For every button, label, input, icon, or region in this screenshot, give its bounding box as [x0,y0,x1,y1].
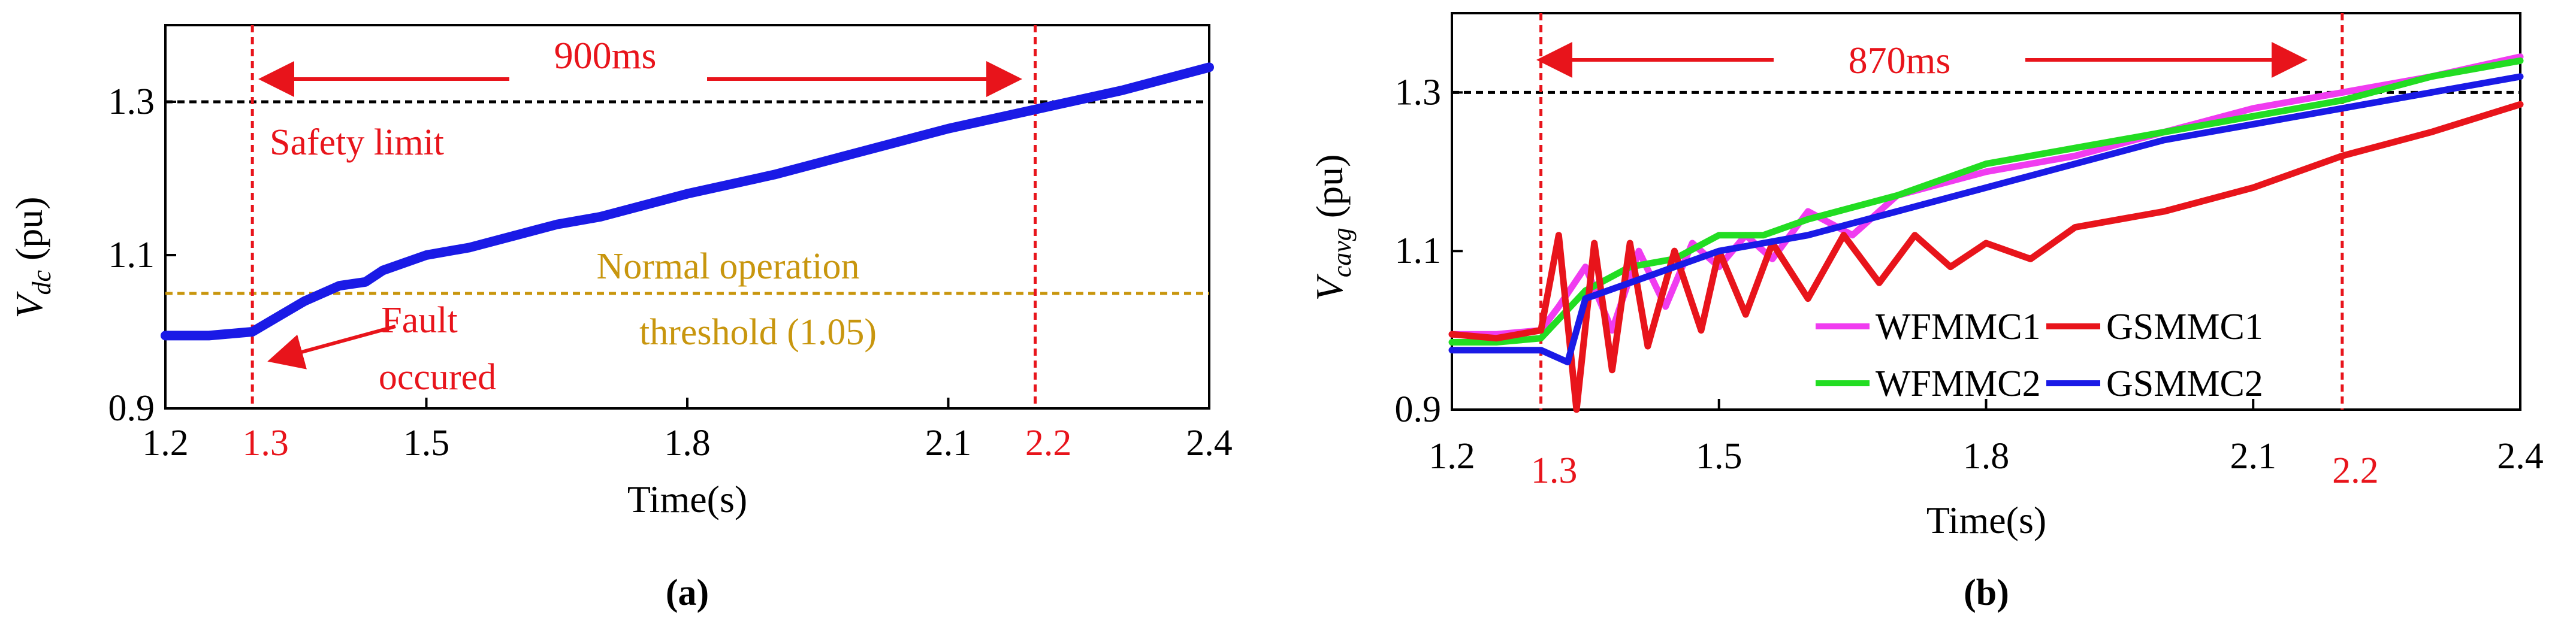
a-panel-label: (a) [666,572,709,613]
a-ytick-label: 1.3 [108,81,155,122]
a-xtick-label: 2.4 [1186,423,1233,464]
legend-label-wfmmc2: WFMMC2 [1876,363,2041,404]
b-series-wfmmc2 [1448,57,2524,346]
b-legend: WFMMC1 GSMMC1 WFMMC2 GSMMC2 [1816,307,2263,404]
a-red-xtick-label: 1.3 [242,423,289,464]
a-fault-label-2: occured [379,357,496,398]
legend-label-gsmmc1: GSMMC1 [2106,307,2263,347]
a-y-axis-label: Vdc (pu) [8,196,56,318]
b-xtick-label: 1.8 [1963,436,2010,477]
a-x-axis-label: Time(s) [627,478,747,520]
a-fault-label-1: Fault [381,300,457,341]
b-y-axis-label: Vcavg (pu) [1308,155,1357,301]
a-xtick-label: 1.2 [142,423,189,464]
b-xtick-label: 2.4 [2497,436,2544,477]
a-red-xtick-label: 2.2 [1025,423,1072,464]
b-red-xtick-label: 2.2 [2332,450,2379,491]
a-xtick-label: 1.5 [403,423,450,464]
b-panel-label: (b) [1964,572,2009,613]
b-interval-label: 870ms [1849,39,1951,81]
b-xtick-label: 2.1 [2230,436,2277,477]
b-xtick-label: 1.2 [1429,436,1475,477]
a-safety-limit-label: Safety limit [270,122,444,163]
legend-label-gsmmc2: GSMMC2 [2106,363,2263,404]
b-x-axis-label: Time(s) [1926,499,2046,541]
b-ytick-label: 0.9 [1395,389,1442,430]
b-xtick-label: 1.5 [1696,436,1743,477]
a-fault-arrow [267,325,396,369]
legend-label-wfmmc1: WFMMC1 [1876,307,2041,347]
a-series-vdc [161,62,1214,341]
a-ytick-label: 0.9 [108,388,155,429]
a-xtick-label: 1.8 [664,423,711,464]
panel-a: 1.2 1.5 1.8 2.1 2.4 1.3 2.2 0.9 1.1 1.3 Vdc (pu)… [8,24,1233,613]
b-series-gsmmc2 [1448,73,2524,366]
a-threshold-label-1: Normal operation [596,246,859,287]
b-ytick-label: 1.3 [1395,72,1442,113]
b-ytick-label: 1.1 [1395,231,1442,271]
a-xtick-label: 2.1 [925,423,972,464]
a-interval-label: 900ms [554,34,657,77]
b-red-xtick-label: 1.3 [1531,450,1578,491]
panel-b: 1.2 1.5 1.8 2.1 2.4 1.3 2.2 0.9 1.1 1.3 Vcavg (p… [1308,12,2544,613]
a-threshold-label-2: threshold (1.05) [639,312,877,353]
a-ytick-label: 1.1 [108,235,155,275]
